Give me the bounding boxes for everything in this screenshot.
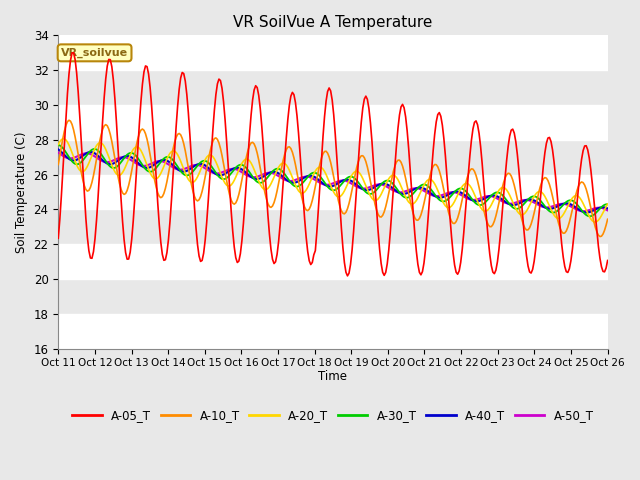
Bar bbox=[58, 314, 607, 348]
X-axis label: Time: Time bbox=[319, 370, 348, 383]
Legend: A-05_T, A-10_T, A-20_T, A-30_T, A-40_T, A-50_T: A-05_T, A-10_T, A-20_T, A-30_T, A-40_T, … bbox=[68, 405, 598, 427]
Bar bbox=[58, 105, 607, 140]
Y-axis label: Soil Temperature (C): Soil Temperature (C) bbox=[15, 131, 28, 253]
Bar bbox=[58, 279, 607, 314]
Text: VR_soilvue: VR_soilvue bbox=[61, 48, 128, 58]
Title: VR SoilVue A Temperature: VR SoilVue A Temperature bbox=[233, 15, 433, 30]
Bar bbox=[58, 244, 607, 279]
Bar bbox=[58, 140, 607, 175]
Bar bbox=[58, 175, 607, 209]
Bar bbox=[58, 70, 607, 105]
Bar bbox=[58, 36, 607, 70]
Bar bbox=[58, 209, 607, 244]
